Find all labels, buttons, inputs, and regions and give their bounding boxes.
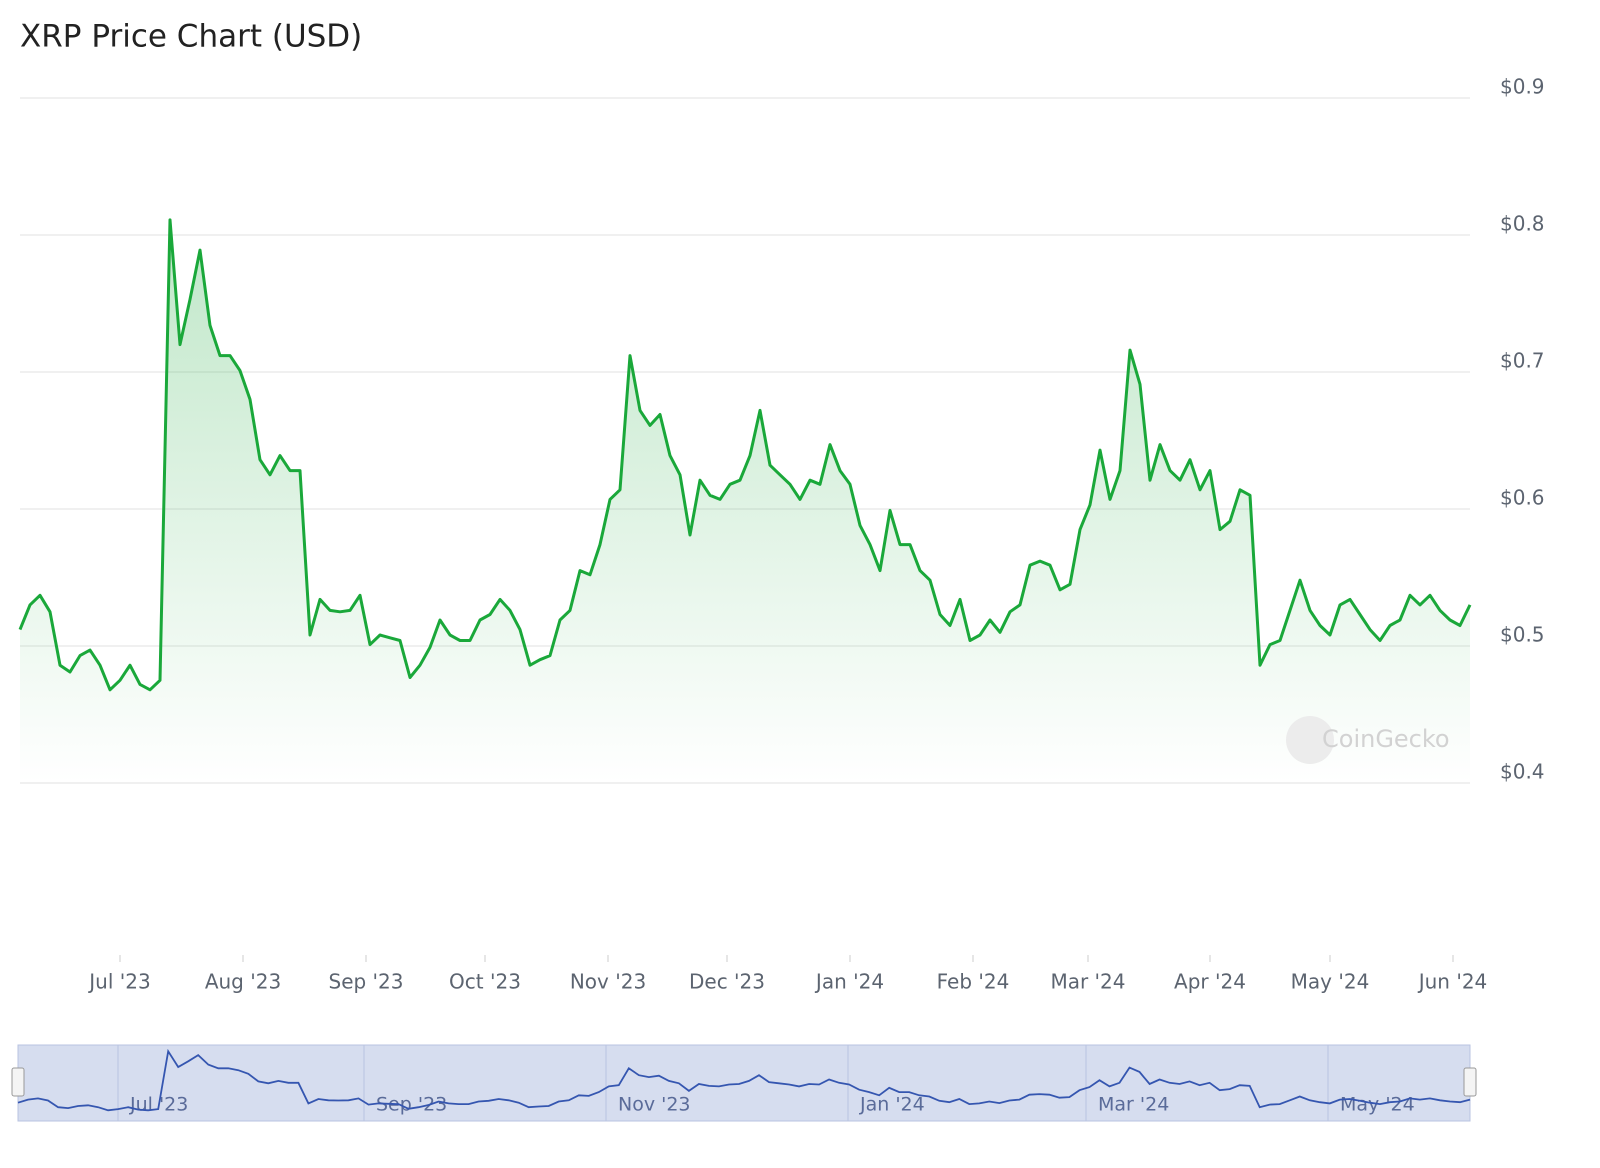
x-tick-label: Jan '24 [814,970,884,994]
price-area [20,219,1470,783]
navigator-tick-label: Mar '24 [1098,1094,1169,1116]
x-tick-label: Feb '24 [937,970,1010,994]
x-tick-label: Oct '23 [449,970,521,994]
y-tick-label: $0.8 [1500,212,1545,236]
navigator-line [17,1048,1471,1112]
watermark-logo [1286,716,1334,764]
navigator-tick-label: Sep '23 [376,1094,447,1116]
x-tick-label: Jun '24 [1417,970,1488,994]
y-tick-label: $0.4 [1500,760,1545,784]
x-tick-label: Aug '23 [205,970,281,994]
x-tick-label: Mar '24 [1050,970,1125,994]
x-tick-label: Dec '23 [689,970,765,994]
price-line [18,218,1472,692]
x-tick-label: May '24 [1291,970,1370,994]
y-tick-label: $0.7 [1500,349,1545,373]
x-tick-label: Jul '23 [87,970,150,994]
navigator-tick-label: Nov '23 [618,1094,691,1116]
watermark: CoinGecko [1322,725,1450,753]
chart-title: XRP Price Chart (USD) [20,19,362,55]
navigator-handle[interactable] [1463,1067,1477,1097]
y-tick-label: $0.5 [1500,623,1545,647]
x-tick-label: Nov '23 [570,970,646,994]
navigator-tick-label: Jan '24 [859,1094,925,1116]
x-tick-label: Sep '23 [329,970,404,994]
x-tick-label: Apr '24 [1174,970,1246,994]
navigator-handle[interactable] [11,1067,25,1097]
y-tick-label: $0.9 [1500,75,1545,99]
y-tick-label: $0.6 [1500,486,1545,510]
